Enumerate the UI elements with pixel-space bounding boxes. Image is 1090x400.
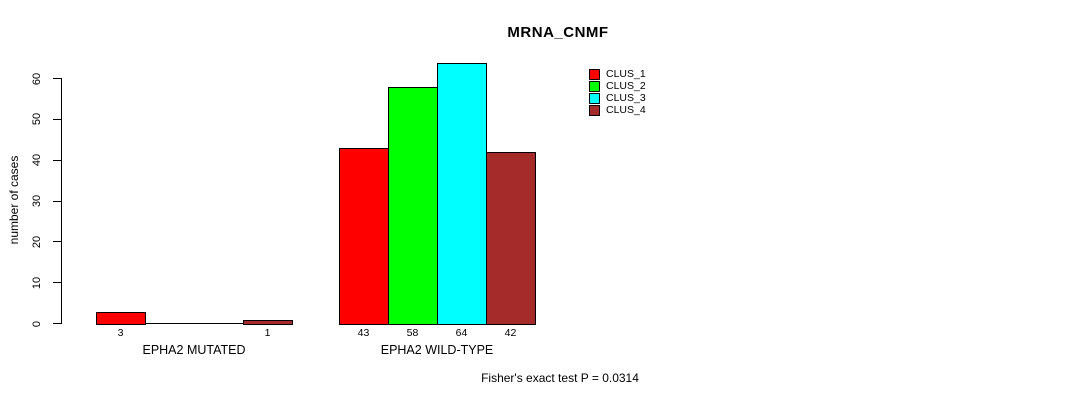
y-axis-line [61,78,62,324]
zero-bar-clus_3 [194,323,244,324]
zero-bar-clus_2 [145,323,195,324]
legend-row-clus_1: CLUS_1 [589,68,646,80]
y-axis-tick-label: 10 [31,276,43,289]
y-axis-tick-label: 60 [31,72,43,85]
legend-row-clus_2: CLUS_2 [589,80,646,92]
bar-clus_1-epha2-mutated [96,312,146,325]
y-axis-tick-label: 30 [31,194,43,208]
legend-row-clus_4: CLUS_4 [589,104,646,116]
legend-label-clus_4: CLUS_4 [606,104,646,116]
legend-swatch-clus_3 [589,92,600,104]
y-axis-tick [53,118,61,120]
legend-swatch-clus_2 [589,80,600,92]
bar-clus_1-epha2-wild-type [339,148,389,325]
group-label-epha2-mutated: EPHA2 MUTATED [142,343,246,357]
bar-value-label: 43 [357,327,370,339]
y-axis-tick [53,323,61,324]
y-axis-label: number of cases [7,155,21,245]
y-axis-tick-label: 40 [31,154,43,167]
bar-value-label: 1 [264,327,271,339]
chart-title: MRNA_CNMF [507,24,609,41]
y-axis-tick [53,200,61,202]
bar-value-label: 42 [504,327,517,339]
legend-label-clus_2: CLUS_2 [606,80,646,92]
y-axis-tick-label: 0 [31,320,43,327]
bar-value-label: 3 [117,327,124,339]
bar-clus_3-epha2-wild-type [437,63,487,325]
y-axis-tick [53,159,61,161]
legend-swatch-clus_4 [589,104,600,116]
y-axis-tick-label: 50 [31,113,43,126]
y-axis-tick [53,78,61,79]
y-axis-tick [53,282,61,284]
bar-clus_4-epha2-mutated [243,320,293,325]
bar-clus_4-epha2-wild-type [486,152,536,325]
bar-clus_2-epha2-wild-type [388,87,438,325]
legend: CLUS_1 CLUS_2 CLUS_3 CLUS_4 [589,68,646,116]
legend-label-clus_3: CLUS_3 [606,92,646,104]
fisher-test-annotation: Fisher's exact test P = 0.0314 [481,371,639,385]
legend-swatch-clus_1 [589,68,600,80]
group-label-epha2-wild-type: EPHA2 WILD-TYPE [380,343,494,357]
y-axis-tick-label: 20 [31,235,43,248]
bar-value-label: 58 [406,327,419,339]
y-axis-tick [53,241,61,243]
legend-label-clus_1: CLUS_1 [606,68,646,80]
bar-value-label: 64 [455,327,468,339]
legend-row-clus_3: CLUS_3 [589,92,646,104]
